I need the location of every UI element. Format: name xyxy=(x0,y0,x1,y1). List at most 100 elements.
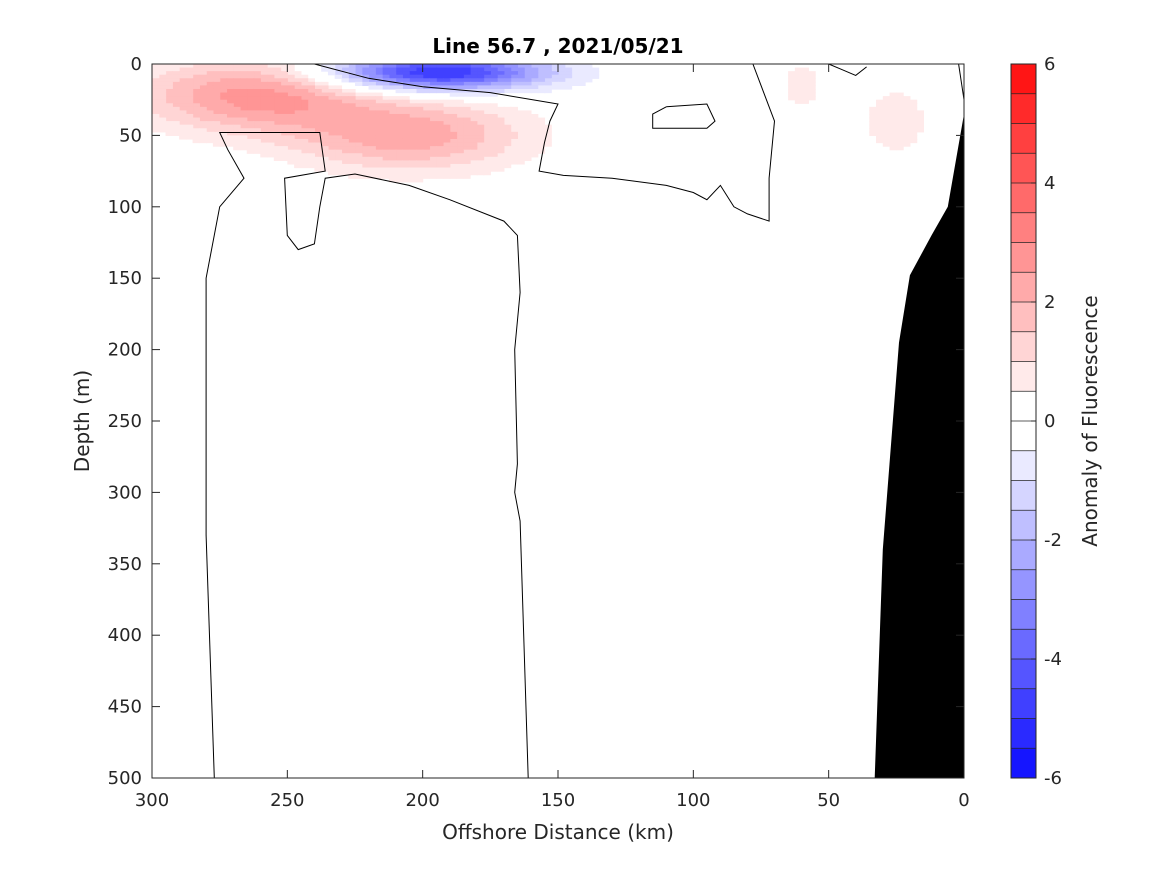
anomaly-cell xyxy=(172,117,180,122)
anomaly-cell xyxy=(869,113,877,119)
anomaly-cell xyxy=(436,174,444,179)
anomaly-cell xyxy=(219,103,228,108)
anomaly-cell xyxy=(402,138,410,144)
anomaly-cell xyxy=(903,99,911,104)
anomaly-cell xyxy=(206,131,214,136)
anomaly-cell xyxy=(158,85,167,90)
anomaly-cell xyxy=(179,92,187,97)
anomaly-cell xyxy=(388,124,397,129)
anomaly-cell xyxy=(483,81,491,87)
anomaly-cell xyxy=(415,171,424,176)
anomaly-cell xyxy=(463,67,471,72)
anomaly-cell xyxy=(483,92,491,97)
anomaly-cell xyxy=(199,124,207,129)
anomaly-cell xyxy=(503,160,512,165)
y-tick-label: 450 xyxy=(108,697,142,718)
anomaly-cell xyxy=(524,146,532,151)
anomaly-cell xyxy=(206,106,214,112)
anomaly-cell xyxy=(470,74,478,79)
y-tick-label: 250 xyxy=(108,411,142,432)
anomaly-cell xyxy=(442,128,451,133)
anomaly-cell xyxy=(896,103,904,108)
anomaly-cell xyxy=(415,74,424,79)
anomaly-cell xyxy=(294,142,302,147)
anomaly-cell xyxy=(341,131,349,136)
anomaly-cell xyxy=(233,96,241,101)
anomaly-cell xyxy=(321,131,329,136)
anomaly-cell xyxy=(470,142,478,147)
anomaly-cell xyxy=(355,138,363,144)
anomaly-cell xyxy=(226,106,234,112)
anomaly-cell xyxy=(388,67,397,72)
colorbar-cell xyxy=(1011,64,1036,95)
anomaly-cell xyxy=(422,99,431,104)
anomaly-cell xyxy=(314,149,322,154)
anomaly-cell xyxy=(876,121,884,126)
anomaly-cell xyxy=(510,153,518,158)
anomaly-cell xyxy=(327,113,336,119)
anomaly-cell xyxy=(409,110,417,115)
anomaly-cell xyxy=(503,88,512,94)
anomaly-cell xyxy=(327,135,336,140)
anomaly-cell xyxy=(321,99,329,104)
anomaly-cell xyxy=(409,64,417,69)
anomaly-cell xyxy=(307,106,315,112)
anomaly-cell xyxy=(375,146,383,151)
anomaly-cell xyxy=(476,117,485,122)
anomaly-cell xyxy=(490,153,498,158)
anomaly-cell xyxy=(409,106,417,112)
anomaly-cell xyxy=(449,88,458,94)
anomaly-cell xyxy=(429,135,437,140)
anomaly-cell xyxy=(334,135,343,140)
anomaly-cell xyxy=(239,146,248,151)
anomaly-cell xyxy=(537,146,546,151)
y-tick-label: 300 xyxy=(108,482,142,503)
anomaly-cell xyxy=(517,121,525,126)
anomaly-cell xyxy=(152,85,160,90)
anomaly-cell xyxy=(463,78,471,83)
anomaly-cell xyxy=(382,81,390,87)
anomaly-cell xyxy=(476,142,485,147)
anomaly-cell xyxy=(260,138,268,144)
anomaly-cell xyxy=(246,96,255,101)
colorbar-cell xyxy=(1011,718,1036,749)
anomaly-cell xyxy=(179,103,187,108)
anomaly-cell xyxy=(388,167,397,172)
anomaly-cell xyxy=(909,117,918,122)
anomaly-cell xyxy=(903,135,911,140)
anomaly-cell xyxy=(368,128,376,133)
anomaly-cell xyxy=(361,163,370,169)
anomaly-cell xyxy=(368,149,376,154)
anomaly-cell xyxy=(896,121,904,126)
anomaly-cell xyxy=(497,113,505,119)
anomaly-cell xyxy=(524,117,532,122)
anomaly-cell xyxy=(368,163,376,169)
anomaly-cell xyxy=(503,149,512,154)
anomaly-cell xyxy=(876,106,884,112)
anomaly-cell xyxy=(152,92,160,97)
anomaly-cell xyxy=(361,92,370,97)
anomaly-cell xyxy=(152,103,160,108)
anomaly-cell xyxy=(463,74,471,79)
anomaly-cell xyxy=(882,138,891,144)
anomaly-cell xyxy=(165,99,173,104)
anomaly-cell xyxy=(470,138,478,144)
anomaly-cell xyxy=(456,128,464,133)
anomaly-cell xyxy=(395,171,403,176)
anomaly-cell xyxy=(449,149,458,154)
anomaly-cell xyxy=(327,142,336,147)
anomaly-cell xyxy=(172,74,180,79)
anomaly-cell xyxy=(260,67,268,72)
anomaly-cell xyxy=(314,153,322,158)
anomaly-cell xyxy=(375,74,383,79)
anomaly-cell xyxy=(206,121,214,126)
anomaly-cell xyxy=(267,106,275,112)
anomaly-cell xyxy=(415,178,424,183)
anomaly-cell xyxy=(179,124,187,129)
anomaly-cell xyxy=(524,124,532,129)
anomaly-cell xyxy=(402,117,410,122)
chart-title: Line 56.7 , 2021/05/21 xyxy=(432,34,683,58)
anomaly-cell xyxy=(402,67,410,72)
anomaly-cell xyxy=(300,88,309,94)
anomaly-cell xyxy=(896,117,904,122)
